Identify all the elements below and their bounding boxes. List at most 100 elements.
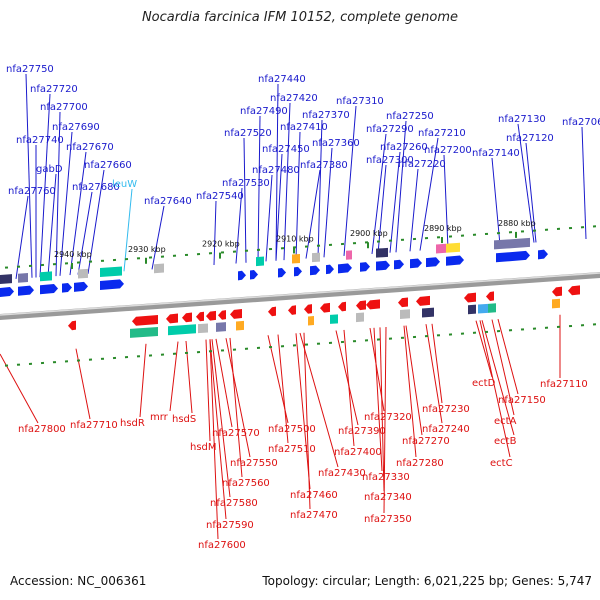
gene-label-forward[interactable]: nfa27360 — [312, 138, 360, 149]
gene-label-reverse[interactable]: ectC — [490, 458, 513, 469]
gene-label-reverse[interactable]: nfa27710 — [70, 420, 118, 431]
gene-label-forward[interactable]: nfa27520 — [224, 128, 272, 139]
gene-label-forward[interactable]: nfa27260 — [380, 142, 428, 153]
gene-label-forward[interactable]: nfa27480 — [252, 165, 300, 176]
label-leader-line — [525, 142, 537, 243]
gene-label-forward[interactable]: nfa27750 — [6, 64, 54, 75]
gene-label-forward[interactable]: nfa27060 — [562, 117, 600, 128]
forward-gene-arrow — [394, 259, 404, 270]
gene-label-reverse[interactable]: nfa27330 — [362, 472, 410, 483]
gene-label-reverse[interactable]: nfa27390 — [338, 426, 386, 437]
gene-label-reverse[interactable]: nfa27460 — [290, 490, 338, 501]
gene-label-forward[interactable]: nfa27530 — [222, 178, 270, 189]
gene-label-reverse[interactable]: hsdR — [120, 418, 145, 429]
label-leader-line — [225, 338, 251, 458]
label-leader-line — [425, 324, 443, 424]
label-leader-line — [403, 325, 417, 458]
gene-label-reverse[interactable]: nfa27320 — [364, 412, 412, 423]
gene-label-reverse[interactable]: nfa27400 — [334, 447, 382, 458]
gene-label-forward[interactable]: nfa27200 — [424, 145, 472, 156]
forward-gene-arrow — [238, 270, 246, 281]
gene-label-reverse[interactable]: nfa27270 — [402, 436, 450, 447]
forward-gene-arrow — [326, 264, 334, 275]
gene-label-reverse[interactable]: nfa27230 — [422, 404, 470, 415]
forward-gene-arrow — [74, 281, 88, 292]
gene-label-reverse[interactable]: nfa27500 — [268, 424, 316, 435]
gene-label-reverse[interactable]: nfa27580 — [210, 498, 258, 509]
gene-label-reverse[interactable]: nfa27590 — [206, 520, 254, 531]
gene-label-forward[interactable]: nfa27290 — [366, 124, 414, 135]
gene-label-forward[interactable]: nfa27450 — [262, 144, 310, 155]
gene-label-reverse[interactable]: nfa27340 — [364, 492, 412, 503]
gene-label-reverse[interactable]: ectA — [494, 416, 517, 427]
feature-box-lower — [552, 298, 560, 309]
gene-label-reverse[interactable]: mrr — [150, 412, 169, 423]
label-leader-line — [481, 320, 515, 436]
gene-label-forward[interactable]: leuW — [112, 179, 137, 190]
feature-box-upper — [346, 250, 352, 260]
gene-label-forward[interactable]: nfa27700 — [40, 102, 88, 113]
label-leader-line — [405, 325, 423, 436]
reverse-gene-arrow — [182, 312, 192, 323]
gene-label-reverse[interactable]: nfa27110 — [540, 379, 588, 390]
label-leader-line — [299, 332, 339, 468]
gene-label-forward[interactable]: nfa27490 — [240, 106, 288, 117]
label-leader-line — [491, 319, 515, 416]
gene-label-reverse[interactable]: ectB — [494, 436, 517, 447]
gene-label-forward[interactable]: nfa27220 — [398, 159, 446, 170]
gene-label-reverse[interactable]: hsdS — [172, 414, 196, 425]
gene-label-reverse[interactable]: nfa27350 — [364, 514, 412, 525]
gene-label-forward[interactable]: nfa27660 — [84, 160, 132, 171]
gene-label-reverse[interactable]: hsdM — [190, 442, 217, 453]
gene-label-forward[interactable]: nfa27370 — [302, 110, 350, 121]
gene-label-reverse[interactable]: nfa27510 — [268, 444, 316, 455]
gene-label-reverse[interactable]: nfa27600 — [198, 540, 246, 551]
gene-label-forward[interactable]: nfa27540 — [196, 191, 244, 202]
gene-label-reverse[interactable]: nfa27280 — [396, 458, 444, 469]
gene-label-forward[interactable]: nfa27690 — [52, 122, 100, 133]
gene-label-forward[interactable]: nfa27310 — [336, 96, 384, 107]
feature-box-lower — [356, 312, 364, 323]
gene-label-forward[interactable]: nfa27440 — [258, 74, 306, 85]
reverse-gene-arrow — [206, 310, 216, 321]
gene-label-reverse[interactable]: ectD — [472, 378, 496, 389]
gene-label-forward[interactable]: nfa27720 — [30, 84, 78, 95]
label-leader-line — [257, 115, 261, 262]
gene-label-reverse[interactable]: nfa27240 — [422, 424, 470, 435]
gene-label-forward[interactable]: nfa27250 — [386, 111, 434, 122]
gene-label-reverse[interactable]: nfa27570 — [212, 428, 260, 439]
gene-label-reverse[interactable]: nfa27470 — [290, 510, 338, 521]
gene-label-forward[interactable]: nfa27120 — [506, 133, 554, 144]
forward-gene-arrow — [294, 266, 302, 277]
gene-label-forward[interactable]: nfa27210 — [418, 128, 466, 139]
gene-label-reverse[interactable]: nfa27800 — [18, 424, 66, 435]
gene-label-forward[interactable]: nfa27760 — [8, 186, 56, 197]
gene-label-reverse[interactable]: nfa27560 — [222, 478, 270, 489]
gene-label-reverse[interactable]: nfa27150 — [498, 395, 546, 406]
label-leader-line — [169, 341, 179, 412]
gene-label-reverse[interactable]: nfa27430 — [318, 468, 366, 479]
label-leader-line — [235, 187, 243, 264]
gene-label-forward[interactable]: nfa27140 — [472, 148, 520, 159]
forward-gene-arrow — [538, 249, 548, 260]
gene-label-forward[interactable]: gabD — [36, 164, 63, 175]
forward-gene-arrow — [40, 283, 58, 295]
label-leader-line — [213, 200, 217, 266]
reverse-gene-arrow — [288, 305, 296, 315]
gene-label-forward[interactable]: nfa27420 — [270, 93, 318, 104]
label-leader-line — [275, 83, 279, 261]
scale-tick-label: 2910 kbp — [276, 234, 314, 243]
gene-label-forward[interactable]: nfa27300 — [366, 155, 414, 166]
gene-label-forward[interactable]: nfa27380 — [300, 160, 348, 171]
gene-label-reverse[interactable]: nfa27550 — [230, 458, 278, 469]
reverse-gene-arrow — [366, 299, 380, 310]
gene-label-forward[interactable]: nfa27640 — [144, 196, 192, 207]
gene-label-forward[interactable]: nfa27410 — [280, 122, 328, 133]
gene-label-forward[interactable]: nfa27130 — [498, 114, 546, 125]
feature-box-lower — [308, 316, 314, 326]
forward-gene-arrow — [310, 265, 320, 276]
gene-label-forward[interactable]: nfa27680 — [72, 182, 120, 193]
label-leader-line — [25, 73, 33, 278]
gene-label-forward[interactable]: nfa27740 — [16, 135, 64, 146]
gene-label-forward[interactable]: nfa27670 — [66, 142, 114, 153]
